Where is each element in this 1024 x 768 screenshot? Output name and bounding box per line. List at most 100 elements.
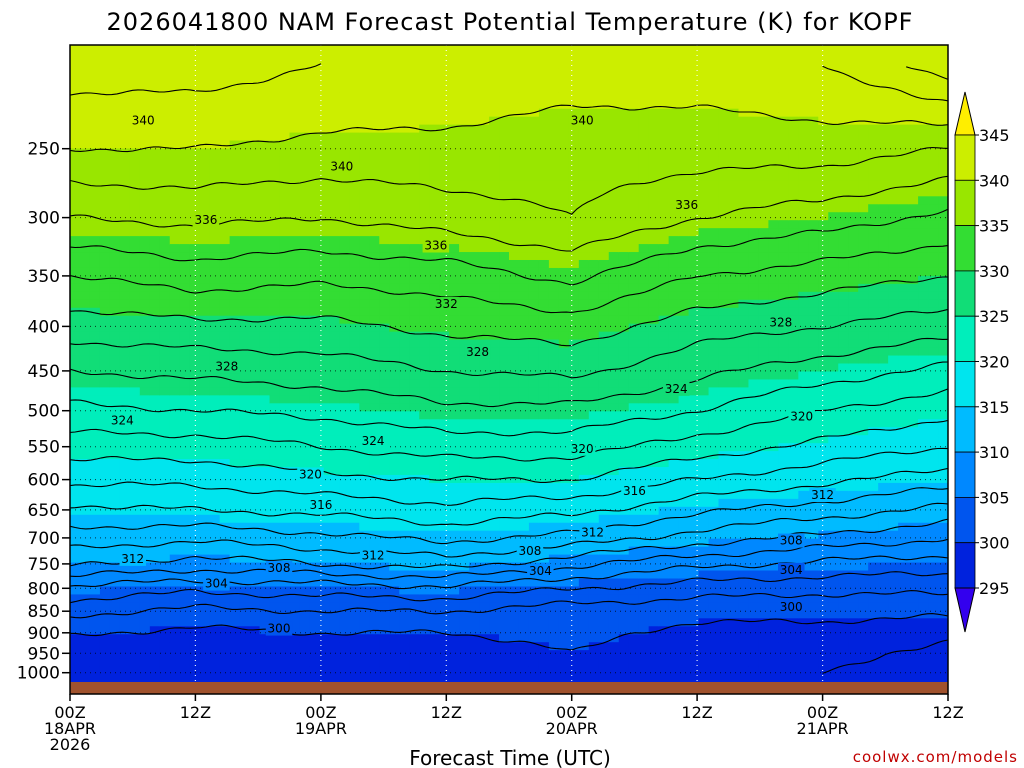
field-cell xyxy=(99,347,111,357)
field-cell xyxy=(99,60,111,70)
field-cell xyxy=(159,299,171,309)
field-cell xyxy=(369,498,380,508)
field-cell xyxy=(339,307,350,317)
field-cell xyxy=(668,395,680,404)
field-cell xyxy=(409,650,420,659)
field-cell xyxy=(518,60,530,70)
field-cell xyxy=(239,554,251,564)
field-cell xyxy=(329,259,340,269)
field-cell xyxy=(528,68,540,78)
field-cell xyxy=(209,331,221,341)
field-cell xyxy=(399,140,410,150)
field-cell xyxy=(678,530,690,540)
field-cell xyxy=(598,506,610,516)
field-cell xyxy=(229,315,241,325)
field-cell xyxy=(638,427,650,436)
field-cell xyxy=(109,108,121,118)
field-cell xyxy=(239,570,251,580)
field-cell xyxy=(249,530,261,540)
field-cell xyxy=(259,244,271,253)
field-cell xyxy=(489,307,500,317)
field-cell xyxy=(479,674,490,682)
field-cell xyxy=(598,307,610,317)
field-cell xyxy=(239,164,251,173)
field-cell xyxy=(169,236,181,245)
field-cell xyxy=(578,267,590,277)
field-cell xyxy=(259,658,271,667)
field-cell xyxy=(399,45,410,54)
field-cell xyxy=(678,84,690,94)
field-cell xyxy=(469,610,480,619)
field-cell xyxy=(359,451,370,460)
field-cell xyxy=(119,459,131,468)
field-cell xyxy=(139,108,151,118)
field-cell xyxy=(279,204,291,213)
field-cell xyxy=(469,76,480,86)
field-cell xyxy=(598,650,610,659)
field-cell xyxy=(159,546,171,556)
field-cell xyxy=(169,204,181,213)
field-cell xyxy=(618,355,630,365)
field-cell xyxy=(259,363,271,373)
field-cell xyxy=(329,323,340,333)
field-cell xyxy=(528,610,540,619)
field-cell xyxy=(299,267,311,277)
field-cell xyxy=(369,411,380,420)
field-cell xyxy=(459,482,470,492)
field-cell xyxy=(259,379,271,388)
field-cell xyxy=(638,307,650,317)
field-cell xyxy=(548,220,560,229)
field-cell xyxy=(169,459,181,468)
field-cell xyxy=(379,275,390,285)
field-cell xyxy=(119,435,131,444)
field-cell xyxy=(109,634,121,643)
field-cell xyxy=(319,283,331,293)
field-cell xyxy=(239,347,251,357)
field-cell xyxy=(449,554,460,564)
field-cell xyxy=(159,275,171,285)
field-cell xyxy=(518,570,530,580)
field-cell xyxy=(658,331,670,341)
field-cell xyxy=(479,140,490,150)
field-cell xyxy=(269,594,281,603)
field-cell xyxy=(389,538,400,548)
field-cell xyxy=(109,451,121,460)
field-cell xyxy=(79,236,91,245)
field-cell xyxy=(289,323,301,333)
field-cell xyxy=(658,100,670,110)
field-cell xyxy=(419,299,430,309)
field-cell xyxy=(139,92,151,102)
field-cell xyxy=(179,164,191,173)
field-cell xyxy=(598,379,610,388)
field-cell xyxy=(339,252,350,261)
field-cell xyxy=(419,220,430,229)
field-cell xyxy=(568,100,580,110)
field-cell xyxy=(169,100,181,110)
field-cell xyxy=(149,459,161,468)
field-cell xyxy=(459,45,470,54)
field-cell xyxy=(608,315,620,325)
field-cell xyxy=(469,411,480,420)
field-cell xyxy=(439,84,450,94)
field-cell xyxy=(628,315,640,325)
field-cell xyxy=(339,45,350,54)
field-cell xyxy=(558,634,570,643)
field-cell xyxy=(598,634,610,643)
field-cell xyxy=(449,578,460,588)
field-cell xyxy=(489,140,500,150)
field-cell xyxy=(129,514,141,524)
field-cell xyxy=(299,315,311,325)
field-cell xyxy=(209,610,221,619)
field-cell xyxy=(678,578,690,588)
field-cell xyxy=(439,252,450,261)
field-cell xyxy=(429,315,440,325)
field-cell xyxy=(309,124,321,134)
field-cell xyxy=(119,618,131,627)
field-cell xyxy=(219,626,231,635)
field-cell xyxy=(219,236,231,245)
field-cell xyxy=(489,387,500,396)
field-cell xyxy=(129,482,141,492)
field-cell xyxy=(489,132,500,142)
field-cell xyxy=(299,259,311,269)
field-cell xyxy=(409,180,420,189)
